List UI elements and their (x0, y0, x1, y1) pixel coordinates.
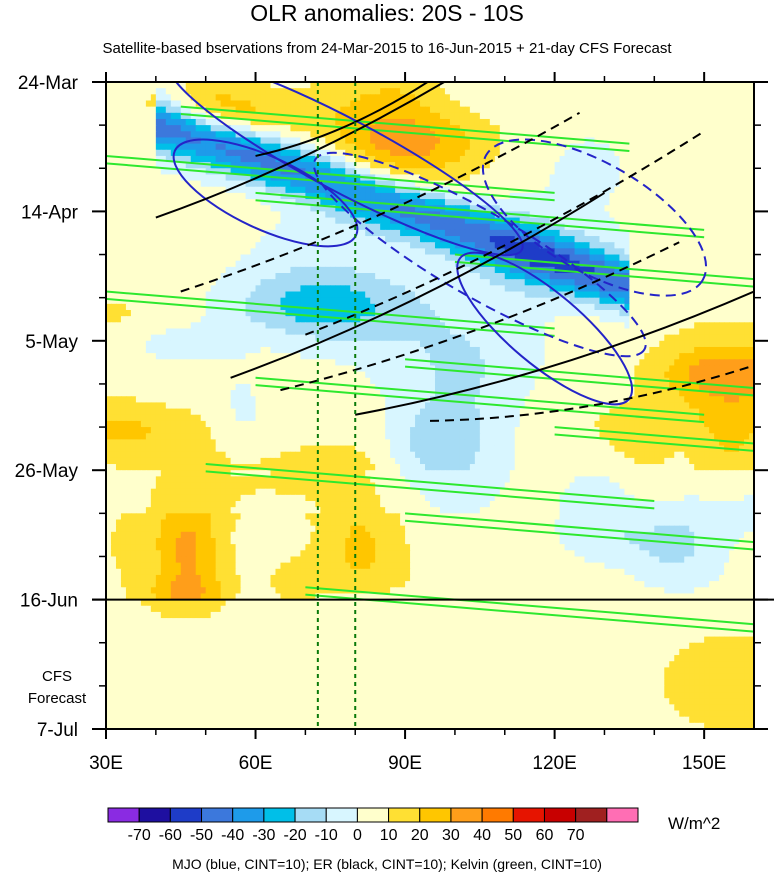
kelvin-contour (404, 512, 754, 544)
colorbar-units: W/m^2 (668, 814, 721, 833)
kelvin-contour (255, 199, 705, 239)
kelvin-contour (255, 376, 705, 416)
colorbar-tick-label: 10 (380, 827, 398, 844)
colorbar-tick-label: 60 (536, 827, 554, 844)
plot-border (105, 81, 755, 730)
kelvin-contour (180, 105, 630, 145)
colorbar-swatch (543, 807, 577, 823)
er-contour (180, 111, 581, 293)
er-contour (155, 82, 447, 219)
kelvin-contour (205, 463, 655, 503)
kelvin-contour (454, 253, 754, 281)
colorbar-swatch (575, 807, 608, 823)
colorbar-swatch (325, 807, 358, 823)
y-tick-label: 5-May (25, 332, 78, 353)
colorbar-tick-label: -70 (128, 827, 151, 844)
kelvin-contour (404, 519, 754, 551)
forecast-label: Forecast (28, 690, 87, 707)
colorbar-tick-label: -20 (283, 827, 306, 844)
colorbar-tick-label: 70 (567, 827, 585, 844)
kelvin-contour (554, 433, 754, 452)
colorbar-swatch (606, 807, 639, 823)
x-tick-label: 150E (682, 753, 726, 774)
olr-anomaly-field (106, 82, 754, 729)
kelvin-contour (106, 162, 555, 202)
x-tick-label: 90E (388, 753, 422, 774)
kelvin-contour (255, 191, 705, 231)
colorbar-tick-label: 0 (353, 827, 362, 844)
plot-frame (92, 81, 774, 730)
kelvin-contour (205, 470, 655, 510)
x-tick-label: 120E (532, 753, 576, 774)
mjo-contour (312, 151, 647, 358)
colorbar-swatch (138, 807, 171, 823)
contour-legend-footnote: MJO (blue, CINT=10); ER (black, CINT=10)… (172, 856, 602, 872)
colorbar-tick-label: 30 (442, 827, 460, 844)
colorbar-swatch (201, 807, 234, 823)
er-contour (355, 290, 754, 416)
colorbar-tick-label: 50 (504, 827, 522, 844)
kelvin-contour (305, 586, 754, 626)
colorbar-tick-label: -30 (252, 827, 275, 844)
colorbar-swatch (107, 807, 140, 823)
colorbar-swatch (388, 807, 421, 823)
kelvin-contour (106, 154, 555, 194)
colorbar-tick-label: 40 (473, 827, 491, 844)
colorbar-swatch (294, 807, 327, 823)
axes: 30E 60E 90E 120E 150E 24-Mar 14-Apr 5-May 26-May… (15, 72, 768, 774)
x-tick-label: 30E (89, 753, 123, 774)
colorbar-swatch (419, 807, 452, 823)
y-tick-label: 24-Mar (18, 73, 79, 94)
kelvin-contour (106, 290, 555, 330)
chart-subtitle: Satellite-based bservations from 24-Mar-… (102, 40, 672, 57)
y-tick-label: 16-Jun (20, 591, 78, 612)
er-contour (305, 130, 705, 336)
colorbar-swatch (481, 807, 514, 823)
mjo-contour (166, 82, 524, 257)
y-tick-label: 7-Jul (37, 720, 78, 741)
colorbar: -70 -60 -50 -40 -30 -20 -10 0 10 20 30 40 50 60 70 (107, 807, 639, 844)
mjo-contour (481, 138, 708, 297)
colorbar-swatch (169, 807, 203, 823)
plot-area (92, 81, 774, 730)
forecast-label: CFS (42, 668, 72, 685)
x-tick-label: 60E (239, 753, 273, 774)
kelvin-contour (255, 384, 705, 424)
chart-title: OLR anomalies: 20S - 10S (250, 0, 524, 26)
colorbar-tick-label: -50 (190, 827, 213, 844)
kelvin-contour (454, 260, 754, 288)
er-contour (429, 364, 754, 422)
colorbar-tick-label: 20 (411, 827, 429, 844)
colorbar-tick-label: -10 (315, 827, 338, 844)
kelvin-contour (554, 426, 754, 445)
colorbar-swatch (232, 807, 265, 823)
er-contour (255, 82, 430, 157)
y-tick-label: 26-May (15, 461, 79, 482)
y-tick-label: 14-Apr (21, 202, 79, 223)
colorbar-tick-label: -60 (159, 827, 182, 844)
kelvin-contour (180, 113, 630, 153)
colorbar-swatch (450, 807, 483, 823)
colorbar-swatch (263, 807, 296, 823)
er-contour (280, 241, 680, 392)
er-contour (230, 192, 605, 379)
kelvin-contour (106, 297, 555, 337)
kelvin-contour (305, 593, 754, 633)
colorbar-tick-label: -40 (221, 827, 244, 844)
wave-contours (106, 82, 754, 729)
colorbar-swatch (512, 807, 545, 823)
kelvin-contour (404, 365, 754, 397)
colorbar-swatch (356, 807, 390, 823)
